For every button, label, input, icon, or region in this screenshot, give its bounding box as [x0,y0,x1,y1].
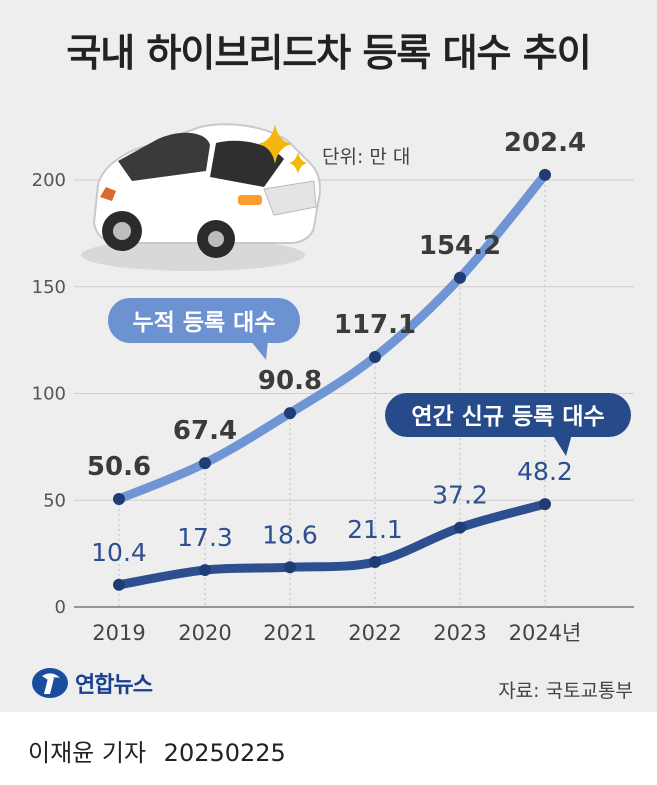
x-tick-label: 2024년 [509,621,582,645]
data-point-cumulative [113,492,125,505]
sparkle-icon [258,124,307,174]
x-tick-label: 2019 [92,621,145,645]
data-label-annual: 48.2 [517,457,573,486]
data-point-annual [369,555,381,568]
y-tick-label: 200 [32,170,66,191]
data-label-cumulative: 50.6 [87,452,151,482]
chart-title: 국내 하이브리드차 등록 대수 추이 [66,31,591,75]
data-label-cumulative: 67.4 [173,416,237,446]
data-point-cumulative [369,350,381,363]
reporter-name: 이재윤 기자 [28,739,147,767]
callout-cumulative: 누적 등록 대수 [108,298,300,360]
line-chart: 0 50 100 150 200 2019 2020 2021 2022 2023 2024년 단… [32,123,634,645]
data-label-annual: 17.3 [177,523,233,552]
data-label-annual: 10.4 [91,538,147,567]
byline: 이재윤 기자 20250225 [28,733,286,768]
data-label-annual: 37.2 [432,481,488,510]
x-tick-label: 2020 [178,621,231,645]
y-tick-label: 150 [32,277,66,298]
publish-date: 20250225 [163,739,286,767]
y-tick-label: 100 [32,384,66,405]
source-note: 자료: 국토교통부 [498,680,633,702]
data-point-cumulative [284,407,296,420]
data-point-cumulative [454,271,466,284]
callout-annual: 연간 신규 등록 대수 [385,393,631,456]
y-tick-label: 0 [55,597,66,618]
data-label-annual: 18.6 [262,520,318,549]
brand-name: 연합뉴스 [75,673,153,698]
data-point-cumulative [199,457,211,470]
series-line-annual [114,499,550,590]
data-point-cumulative [539,168,551,181]
x-tick-label: 2023 [433,621,486,645]
unit-note: 단위: 만 대 [322,146,410,168]
data-label-cumulative: 154.2 [419,231,501,261]
data-label-cumulative: 202.4 [504,128,586,158]
data-point-annual [539,498,551,511]
chart-panel: 국내 하이브리드차 등록 대수 추이 0 50 100 150 200 2019 2020… [0,0,657,712]
brand-logo: 연합뉴스 [30,666,153,700]
x-tick-label: 2021 [263,621,316,645]
data-point-annual [284,561,296,574]
data-label-cumulative: 117.1 [334,310,416,340]
data-point-annual [113,578,125,591]
data-label-annual: 21.1 [347,515,403,544]
car-icon [81,123,321,271]
data-label-cumulative: 90.8 [258,366,322,396]
callout-cumulative-label: 누적 등록 대수 [133,310,276,336]
y-tick-label: 50 [43,490,66,511]
x-tick-label: 2022 [348,621,401,645]
data-point-annual [454,521,466,534]
callout-annual-label: 연간 신규 등록 대수 [411,404,604,430]
data-point-annual [199,564,211,577]
yonhap-logo-icon [32,668,68,698]
